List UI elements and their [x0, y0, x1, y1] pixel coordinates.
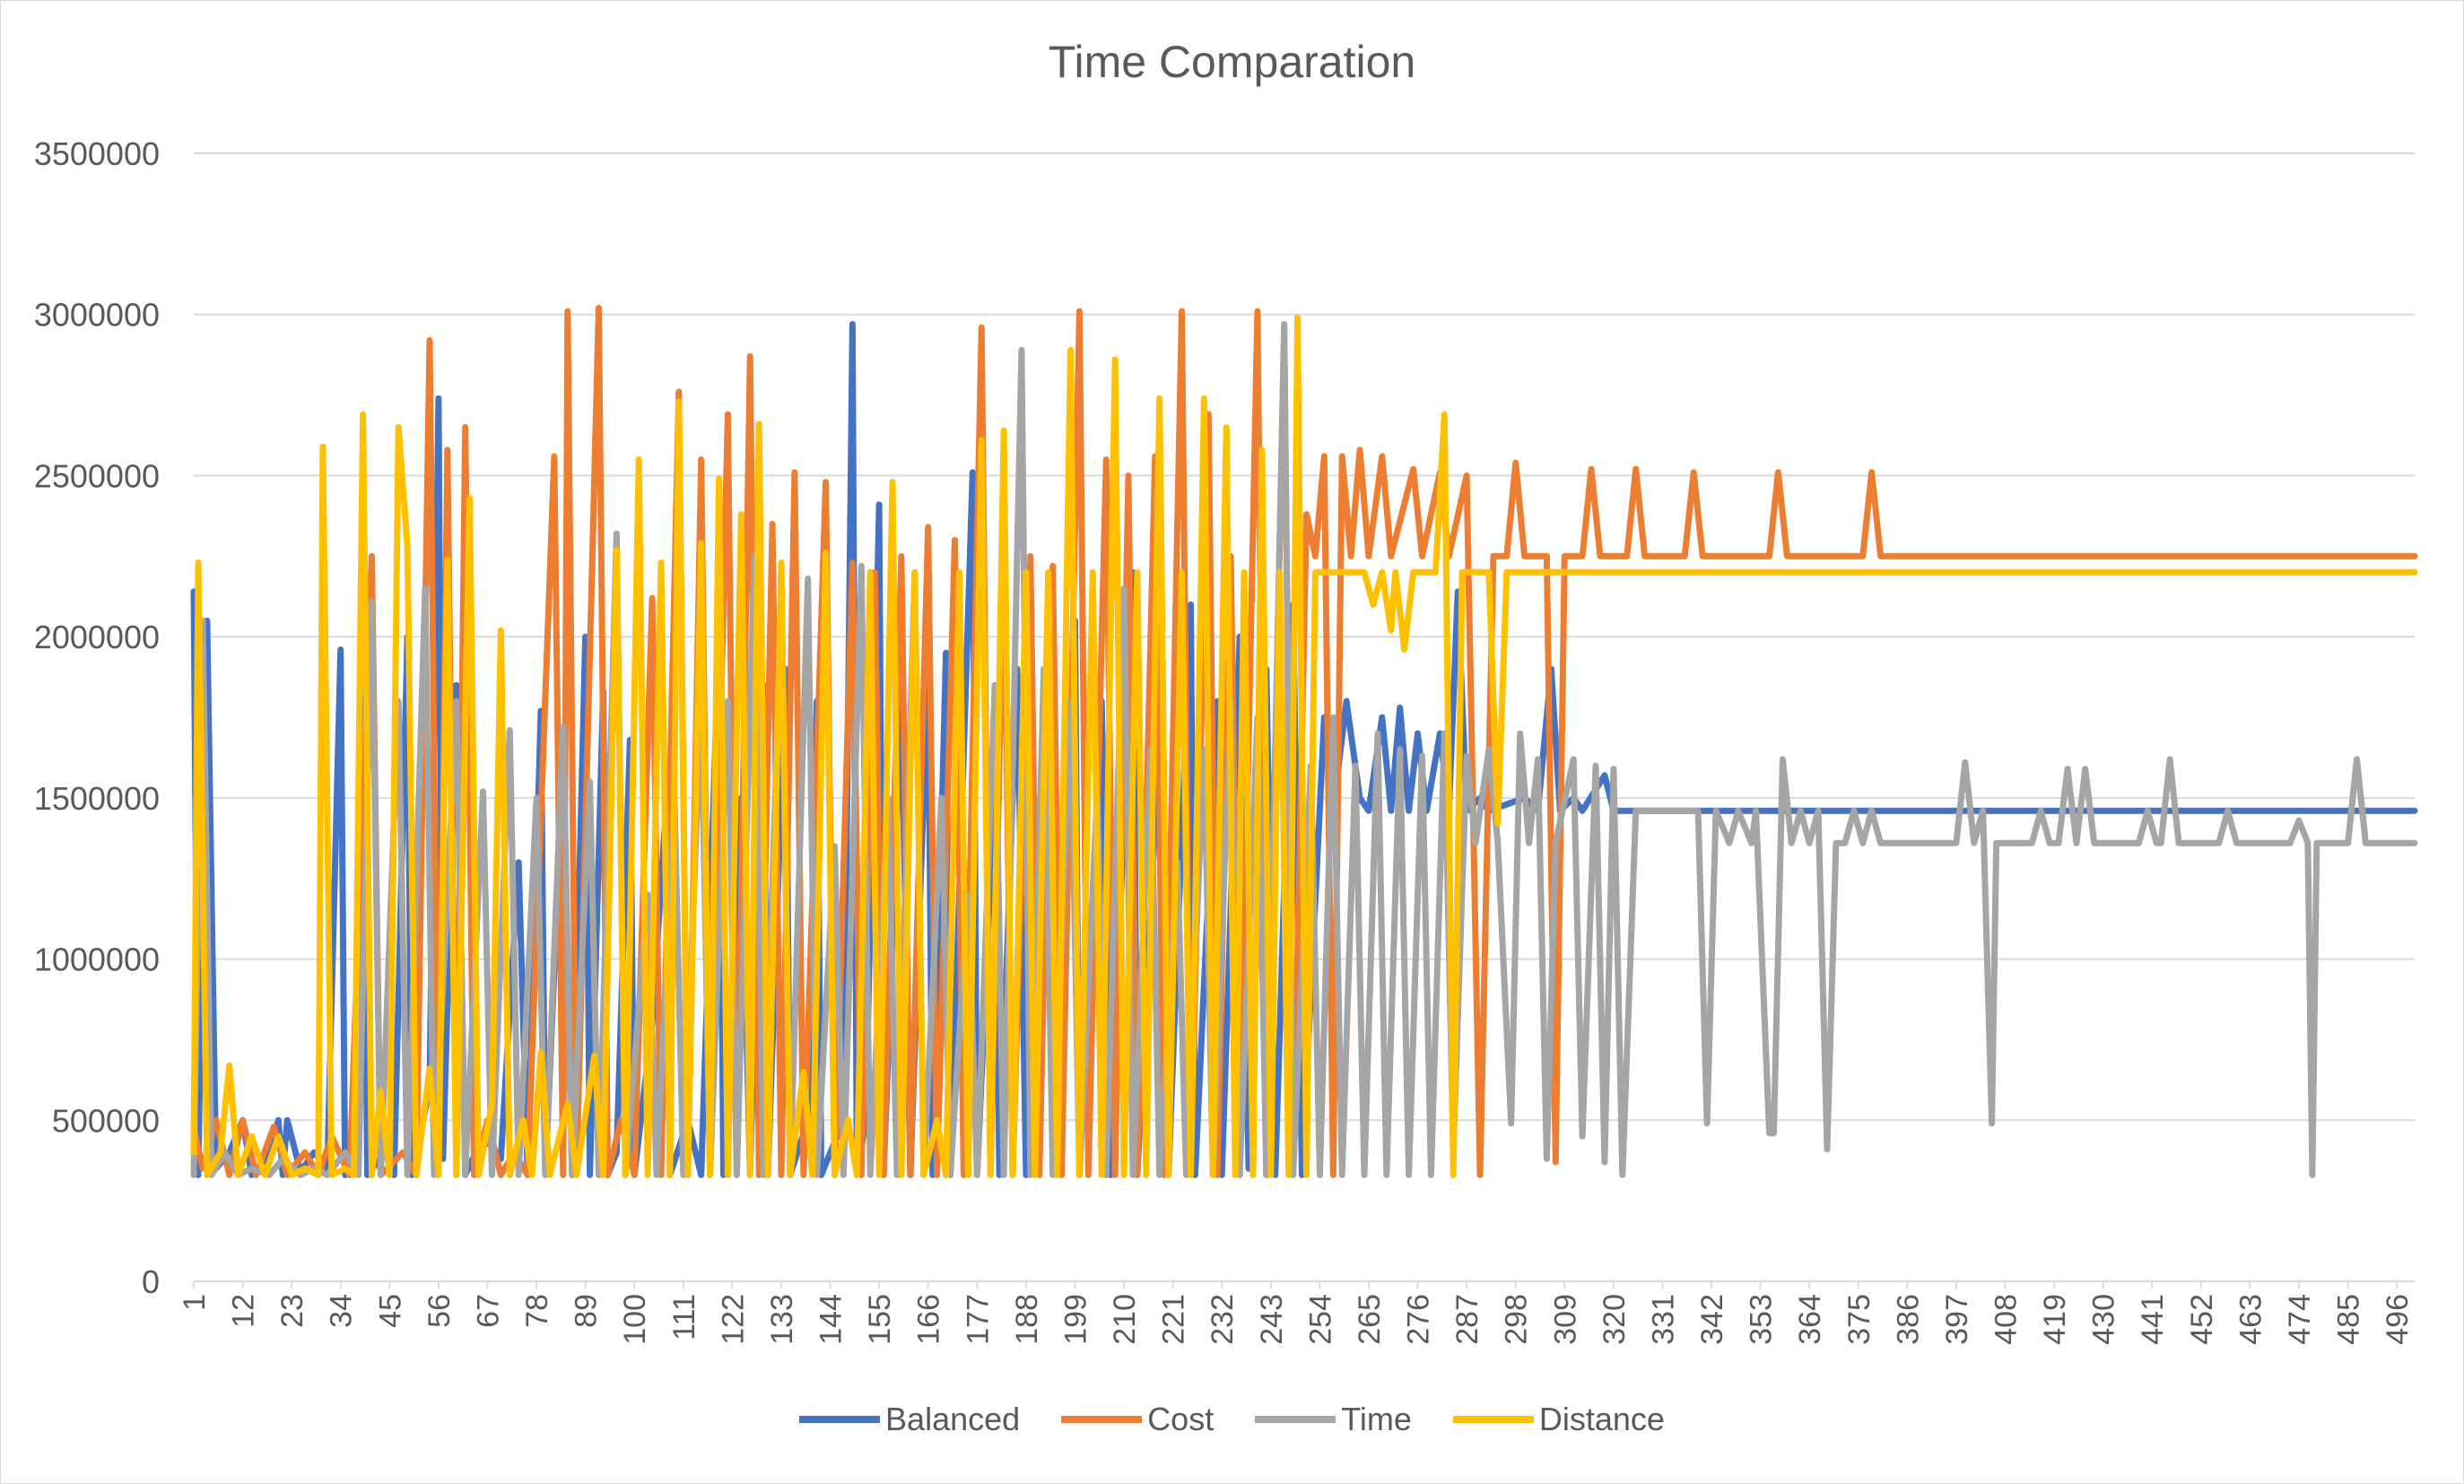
x-tick-label: 56 — [422, 1294, 457, 1328]
x-tick-label: 210 — [1108, 1294, 1142, 1345]
x-tick-label: 166 — [912, 1294, 946, 1345]
x-tick-label: 353 — [1745, 1294, 1779, 1345]
x-tick-label: 485 — [2332, 1294, 2366, 1345]
legend-label: Balanced — [885, 1401, 1021, 1437]
legend-swatch — [1255, 1416, 1336, 1423]
x-tick-label: 243 — [1255, 1294, 1289, 1345]
x-tick-label: 265 — [1353, 1294, 1387, 1345]
x-tick-label: 342 — [1695, 1294, 1729, 1345]
legend: Balanced Cost Time Distance — [0, 1401, 2464, 1438]
x-tick-label: 463 — [2233, 1294, 2268, 1345]
x-tick-label: 375 — [1842, 1294, 1876, 1345]
legend-label: Cost — [1147, 1401, 1215, 1437]
legend-label: Time — [1341, 1401, 1412, 1437]
x-tick-label: 430 — [2087, 1294, 2121, 1345]
x-tick-label: 188 — [1010, 1294, 1044, 1345]
x-tick-label: 12 — [227, 1294, 261, 1328]
x-tick-label: 386 — [1891, 1294, 1925, 1345]
y-axis-ticks: 0 500000 1000000 1500000 2000000 2500000 30000… — [34, 135, 160, 1300]
x-tick-label: 254 — [1303, 1294, 1337, 1345]
x-tick-label: 78 — [520, 1294, 554, 1328]
series-line-distance — [190, 314, 2418, 1178]
x-tick-label: 221 — [1157, 1294, 1191, 1345]
x-tick-label: 45 — [373, 1294, 407, 1328]
x-tick-label: 496 — [2381, 1294, 2415, 1345]
legend-item-distance: Distance — [1452, 1401, 1665, 1438]
y-tick-label: 3000000 — [34, 297, 160, 334]
series-lines — [190, 305, 2418, 1178]
x-tick-label: 287 — [1450, 1294, 1484, 1345]
x-tick-label: 122 — [716, 1294, 750, 1345]
x-tick-label: 34 — [325, 1294, 359, 1328]
legend-item-balanced: Balanced — [799, 1401, 1020, 1438]
x-tick-label: 320 — [1598, 1294, 1632, 1345]
legend-swatch — [1061, 1416, 1143, 1423]
x-tick-label: 67 — [471, 1294, 505, 1328]
x-tick-label: 100 — [618, 1294, 652, 1345]
x-tick-label: 232 — [1206, 1294, 1240, 1345]
x-tick-label: 441 — [2136, 1294, 2170, 1345]
legend-item-time: Time — [1255, 1401, 1412, 1438]
x-tick-label: 199 — [1058, 1294, 1093, 1345]
x-tick-label: 419 — [2038, 1294, 2072, 1345]
x-tick-label: 331 — [1646, 1294, 1680, 1345]
x-tick-label: 309 — [1548, 1294, 1582, 1345]
x-tick-label: 177 — [961, 1294, 995, 1345]
x-axis-ticks: 1 12 23 34 45 56 67 78 89 100 111 122 133 144 155 166 17… — [178, 1281, 2415, 1345]
x-tick-label: 144 — [814, 1294, 849, 1345]
legend-item-cost: Cost — [1061, 1401, 1214, 1438]
x-tick-label: 298 — [1500, 1294, 1534, 1345]
y-tick-label: 500000 — [52, 1102, 160, 1139]
y-tick-label: 2500000 — [34, 457, 160, 494]
chart-title: Time Comparation — [1048, 37, 1416, 87]
legend-label: Distance — [1538, 1401, 1665, 1437]
y-tick-label: 1000000 — [34, 942, 160, 978]
x-tick-label: 474 — [2283, 1294, 2317, 1345]
legend-swatch — [799, 1416, 881, 1423]
x-tick-label: 23 — [275, 1294, 309, 1328]
legend-swatch — [1452, 1416, 1534, 1423]
x-tick-label: 111 — [667, 1294, 701, 1341]
x-tick-label: 155 — [863, 1294, 897, 1345]
x-tick-label: 452 — [2185, 1294, 2219, 1345]
x-tick-label: 397 — [1940, 1294, 1974, 1345]
y-tick-label: 3500000 — [34, 135, 160, 172]
x-tick-label: 408 — [1989, 1294, 2024, 1345]
x-tick-label: 1 — [178, 1294, 212, 1311]
y-tick-label: 0 — [142, 1263, 160, 1300]
x-tick-label: 133 — [765, 1294, 799, 1345]
x-tick-label: 276 — [1402, 1294, 1436, 1345]
y-tick-label: 2000000 — [34, 619, 160, 655]
x-tick-label: 364 — [1793, 1294, 1827, 1345]
x-tick-label: 89 — [570, 1294, 604, 1328]
y-tick-label: 1500000 — [34, 780, 160, 817]
